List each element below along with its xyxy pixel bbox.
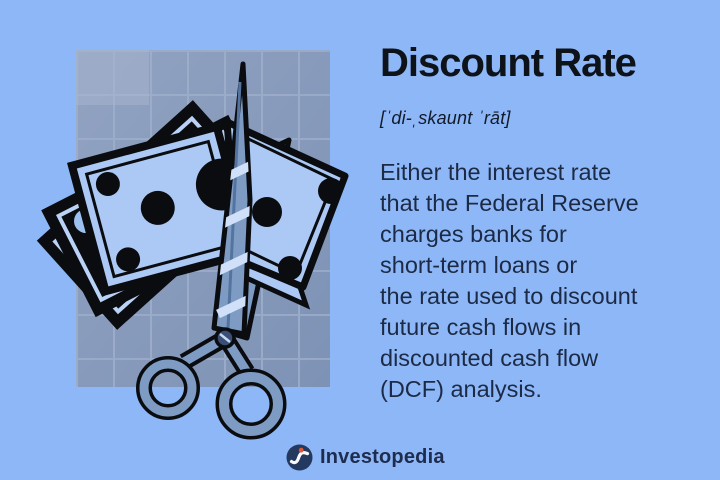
- scissors-handles: [136, 327, 287, 440]
- investopedia-swoosh-icon: [286, 444, 313, 471]
- pronunciation-text: [ˈdi-ˌskaunt ˈrāt]: [380, 108, 511, 128]
- brand-logo: Investopedia: [286, 444, 445, 471]
- definition-text: Either the interest rate that the Federa…: [380, 159, 639, 402]
- definition-text-block: Discount Rate [ˈdi-ˌskaunt ˈrāt] Either …: [380, 42, 700, 405]
- scissors-cutting-money-illustration: [36, 50, 349, 440]
- brand-name: Investopedia: [320, 446, 445, 468]
- page-title: Discount Rate: [380, 41, 637, 85]
- dollar-bills: [36, 100, 283, 330]
